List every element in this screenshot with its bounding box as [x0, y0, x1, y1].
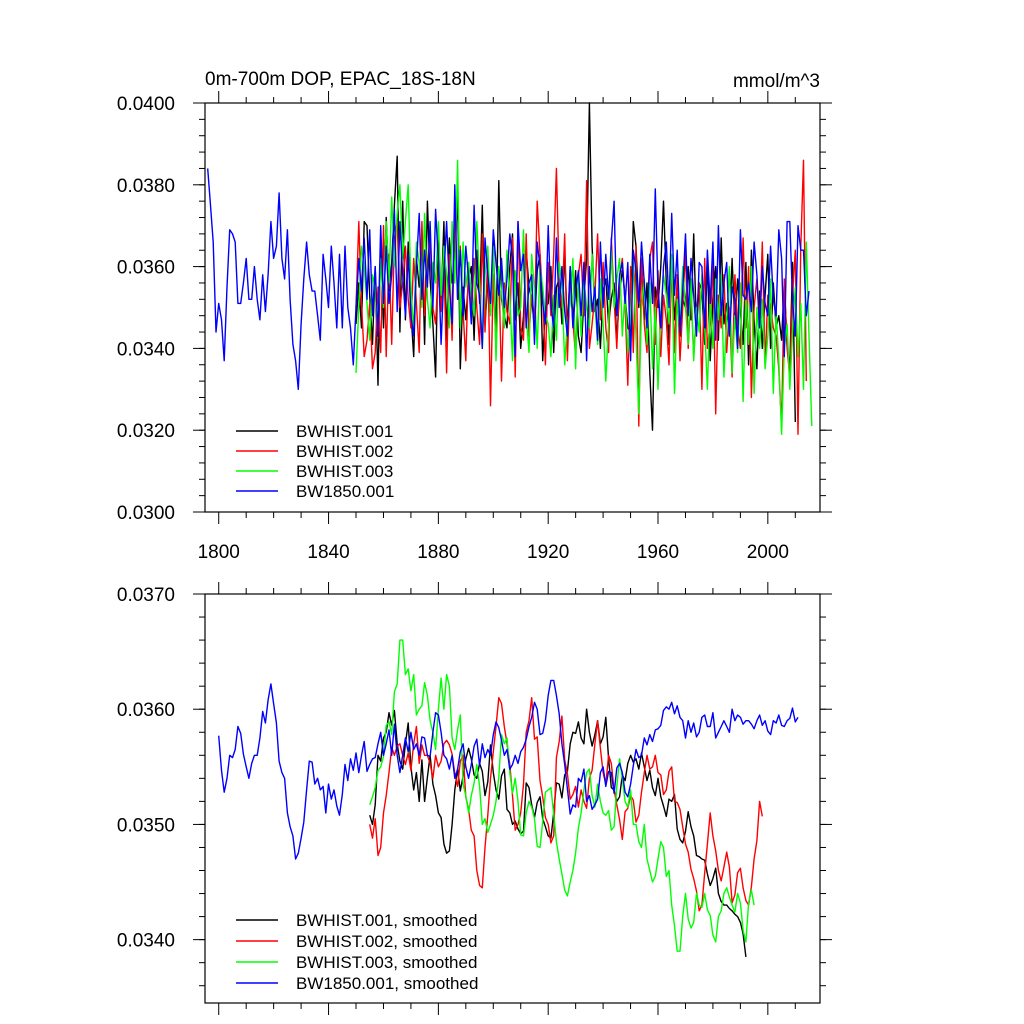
panel-0-x-tick-label: 2000	[747, 542, 789, 563]
panel-0-y-tick-label: 0.0320	[117, 421, 175, 442]
panel-1-y-tick-label: 0.0360	[117, 700, 175, 721]
top-panel-series-group	[207, 102, 813, 435]
panel-0-y-tick-label: 0.0380	[117, 176, 175, 197]
top-panel-frame	[204, 102, 821, 513]
panel-1-legend-label: BWHIST.002, smoothed	[296, 932, 477, 951]
panel-0-y-tick-label: 0.0400	[117, 94, 175, 115]
bottom-panel-legend: BWHIST.001, smoothed BWHIST.002, smoothed…	[236, 911, 478, 993]
panel-0-x-tick-label: 1920	[527, 542, 569, 563]
top-panel: 0m-700m DOP, EPAC_18S-18N mmol/m^3 1800 1…	[117, 69, 832, 563]
panel-0-legend-label: BWHIST.002	[296, 442, 393, 461]
panel-0-y-tick-label: 0.0300	[117, 503, 175, 524]
panel-0-y-tick-label: 0.0340	[117, 339, 175, 360]
bottom-panel-ticks: 0.0340 0.0350 0.0360 0.0370	[117, 582, 832, 1015]
bottom-panel-frame	[204, 593, 821, 1004]
panel-1-series-0-line	[369, 708, 747, 957]
bottom-panel-series-group	[218, 639, 799, 957]
panel-1-y-tick-label: 0.0340	[117, 931, 175, 952]
panel-1-legend-label: BW1850.001, smoothed	[296, 974, 478, 993]
panel-1-legend-label: BWHIST.003, smoothed	[296, 953, 477, 972]
panel-0-x-tick-label: 1800	[198, 542, 240, 563]
panel-1-y-tick-label: 0.0370	[117, 585, 175, 606]
panel-0-legend-label: BW1850.001	[296, 482, 394, 501]
panel-1-series-2-line	[369, 639, 755, 952]
bottom-panel: 0.0340 0.0350 0.0360 0.0370 BWHIST.001, smo…	[117, 582, 832, 1015]
panel-0-y-tick-label: 0.0360	[117, 258, 175, 279]
panel-1-y-tick-label: 0.0350	[117, 815, 175, 836]
panel-0-legend-label: BWHIST.003	[296, 462, 393, 481]
panel-1-series-3-line	[218, 679, 799, 860]
panel-0-x-tick-label: 1960	[637, 542, 679, 563]
top-panel-title: 0m-700m DOP, EPAC_18S-18N	[205, 69, 476, 90]
top-panel-ticks: 1800 1840 1880 1920 1960 2000 0.0300 0.0320 0.03…	[117, 91, 832, 563]
top-panel-units: mmol/m^3	[733, 71, 820, 92]
panel-1-series-1-line	[369, 697, 763, 912]
panel-0-series-3-line	[207, 168, 810, 390]
panel-0-x-tick-label: 1880	[417, 542, 459, 563]
panel-0-legend-label: BWHIST.001	[296, 422, 393, 441]
panel-0-x-tick-label: 1840	[307, 542, 349, 563]
panel-1-legend-label: BWHIST.001, smoothed	[296, 911, 477, 930]
